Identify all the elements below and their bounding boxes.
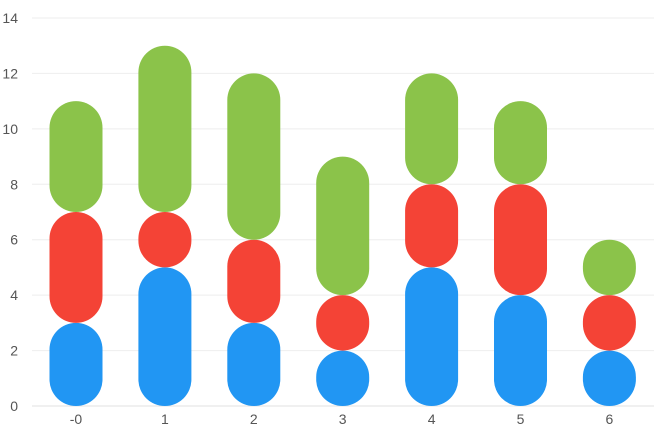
bar-segment-cat-3-series-0 — [316, 350, 370, 406]
x-tick-label: 1 — [161, 411, 169, 427]
bar-segment-cat-2-series-2 — [227, 73, 281, 240]
x-tick-label: -0 — [70, 411, 83, 427]
bar-segment-cat-2-series-0 — [227, 322, 281, 406]
bar-segment-cat-4-series-2 — [405, 73, 459, 185]
x-tick-label: 3 — [339, 411, 347, 427]
y-tick-label: 8 — [10, 176, 18, 192]
bar-segment-cat-1-series-0 — [138, 267, 192, 406]
bar-segment-cat-5-series-1 — [494, 184, 547, 296]
y-tick-label: 12 — [2, 65, 18, 81]
bars — [49, 45, 636, 406]
bar-segment-cat-0-series-0 — [49, 322, 103, 406]
y-tick-label: 2 — [10, 343, 18, 359]
x-axis: -0 1 2 3 4 5 6 — [70, 411, 614, 427]
bar-segment-cat-1-series-2 — [138, 45, 192, 212]
bar-segment-cat-4-series-1 — [405, 184, 459, 268]
y-tick-label: 14 — [2, 10, 18, 26]
bar-segment-cat-6-series-1 — [582, 295, 636, 351]
x-tick-label: 6 — [606, 411, 614, 427]
bar-segment-cat-0-series-2 — [49, 101, 103, 212]
y-tick-label: 4 — [10, 287, 18, 303]
bar-segment-cat-5-series-0 — [494, 295, 547, 406]
bar-segment-cat-6-series-2 — [582, 239, 636, 296]
y-tick-label: 10 — [2, 121, 18, 137]
y-tick-label: 6 — [10, 232, 18, 248]
bar-segment-cat-3-series-2 — [316, 156, 370, 296]
bar-segment-cat-6-series-0 — [582, 350, 636, 406]
bar-segment-cat-4-series-0 — [405, 267, 459, 406]
x-tick-label: 4 — [428, 411, 436, 427]
y-axis: 0 2 4 6 8 10 12 14 — [2, 10, 18, 414]
y-tick-label: 0 — [10, 398, 18, 414]
x-tick-label: 5 — [517, 411, 525, 427]
bar-segment-cat-5-series-2 — [494, 101, 547, 185]
bar-segment-cat-2-series-1 — [227, 239, 281, 323]
bar-segment-cat-0-series-1 — [49, 212, 103, 323]
bar-segment-cat-1-series-1 — [138, 212, 192, 268]
bar-segment-cat-3-series-1 — [316, 295, 370, 351]
x-tick-label: 2 — [250, 411, 258, 427]
